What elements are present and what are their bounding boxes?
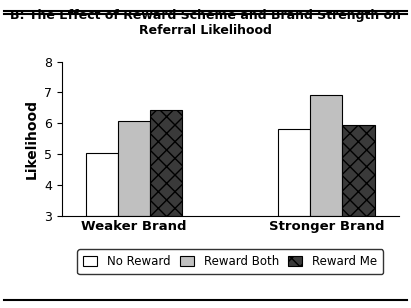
Bar	[118, 121, 150, 216]
Legend: No Reward, Reward Both, Reward Me: No Reward, Reward Both, Reward Me	[77, 249, 383, 274]
Bar	[310, 95, 342, 216]
Bar	[150, 110, 182, 216]
Text: B: The Effect of Reward Scheme and Brand Strength on
Referral Likelihood: B: The Effect of Reward Scheme and Brand…	[10, 9, 401, 37]
Y-axis label: Likelihood: Likelihood	[24, 99, 38, 179]
Bar	[278, 129, 310, 216]
Bar	[86, 153, 118, 216]
Bar	[342, 125, 374, 216]
